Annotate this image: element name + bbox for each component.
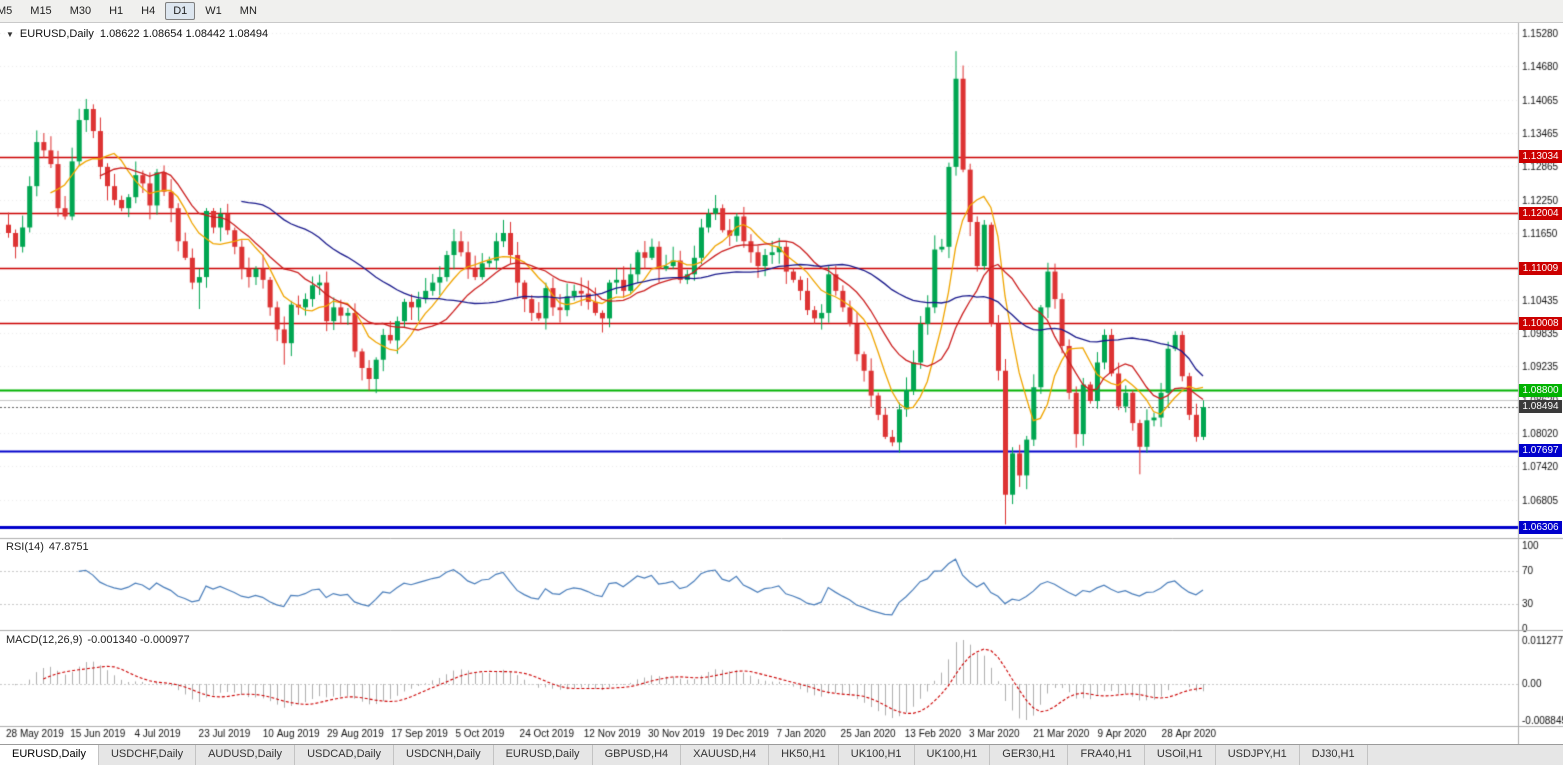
symbol-tab[interactable]: GER30,H1 (990, 745, 1069, 765)
timeframe-button-mn[interactable]: MN (232, 2, 265, 20)
symbol-tab[interactable]: XAUUSD,H4 (681, 745, 770, 765)
timeframe-button-h4[interactable]: H4 (133, 2, 163, 20)
rsi-indicator-label: RSI(14) 47.8751 (6, 541, 89, 553)
timeframe-button-m5[interactable]: M5 (0, 2, 20, 20)
symbol-tab[interactable]: AUDUSD,Daily (196, 745, 296, 765)
rsi-value: 47.8751 (48, 541, 89, 553)
price-level-badge: 1.13034 (1519, 150, 1562, 164)
current-price-badge: 1.08494 (1519, 400, 1562, 414)
timeframe-button-d1[interactable]: D1 (165, 2, 196, 20)
symbol-tab[interactable]: USDCAD,Daily (295, 745, 395, 765)
symbol-tab[interactable]: USDCNH,Daily (394, 745, 494, 765)
symbol-tab[interactable]: FRA40,H1 (1068, 745, 1145, 765)
timeframe-button-h1[interactable]: H1 (101, 2, 131, 20)
timeframe-button-m30[interactable]: M30 (62, 2, 99, 20)
macd-name: MACD(12,26,9) (6, 634, 83, 646)
symbol-tab[interactable]: DJ30,H1 (1300, 745, 1368, 765)
price-level-badge: 1.06306 (1519, 520, 1562, 534)
macd-indicator-label: MACD(12,26,9) -0.001340 -0.000977 (6, 634, 190, 646)
price-level-badge: 1.08800 (1519, 383, 1562, 397)
symbol-dropdown-icon[interactable]: ▼ (6, 29, 14, 39)
symbol-tab[interactable]: USOil,H1 (1145, 745, 1216, 765)
symbol-tab[interactable]: EURUSD,Daily (0, 745, 99, 765)
symbol-tab[interactable]: UK100,H1 (915, 745, 991, 765)
rsi-name: RSI(14) (6, 541, 44, 553)
symbol-tab[interactable]: GBPUSD,H4 (593, 745, 682, 765)
symbol-tab[interactable]: UK100,H1 (839, 745, 915, 765)
macd-values: -0.001340 -0.000977 (87, 634, 190, 646)
timeframe-toolbar: M5 M15 M30 H1 H4 D1 W1 MN (0, 0, 1563, 23)
symbol-tab[interactable]: HK50,H1 (769, 745, 839, 765)
chart-ohlc-values: 1.08622 1.08654 1.08442 1.08494 (99, 28, 269, 40)
price-level-badge: 1.10008 (1519, 316, 1562, 330)
symbol-tab[interactable]: EURUSD,Daily (494, 745, 593, 765)
symbol-tabbar: EURUSD,Daily USDCHF,Daily AUDUSD,Daily U… (0, 744, 1563, 765)
timeframe-button-m15[interactable]: M15 (22, 2, 59, 20)
chart-header: ▼ EURUSD,Daily 1.08622 1.08654 1.08442 1… (6, 28, 268, 40)
price-level-badge: 1.12004 (1519, 206, 1562, 220)
price-level-badge: 1.07697 (1519, 444, 1562, 458)
chart-symbol-label: EURUSD,Daily (19, 28, 94, 40)
timeframe-button-w1[interactable]: W1 (197, 2, 230, 20)
symbol-tab[interactable]: USDCHF,Daily (99, 745, 197, 765)
symbol-tab[interactable]: USDJPY,H1 (1216, 745, 1300, 765)
price-level-badge: 1.11009 (1519, 261, 1562, 275)
